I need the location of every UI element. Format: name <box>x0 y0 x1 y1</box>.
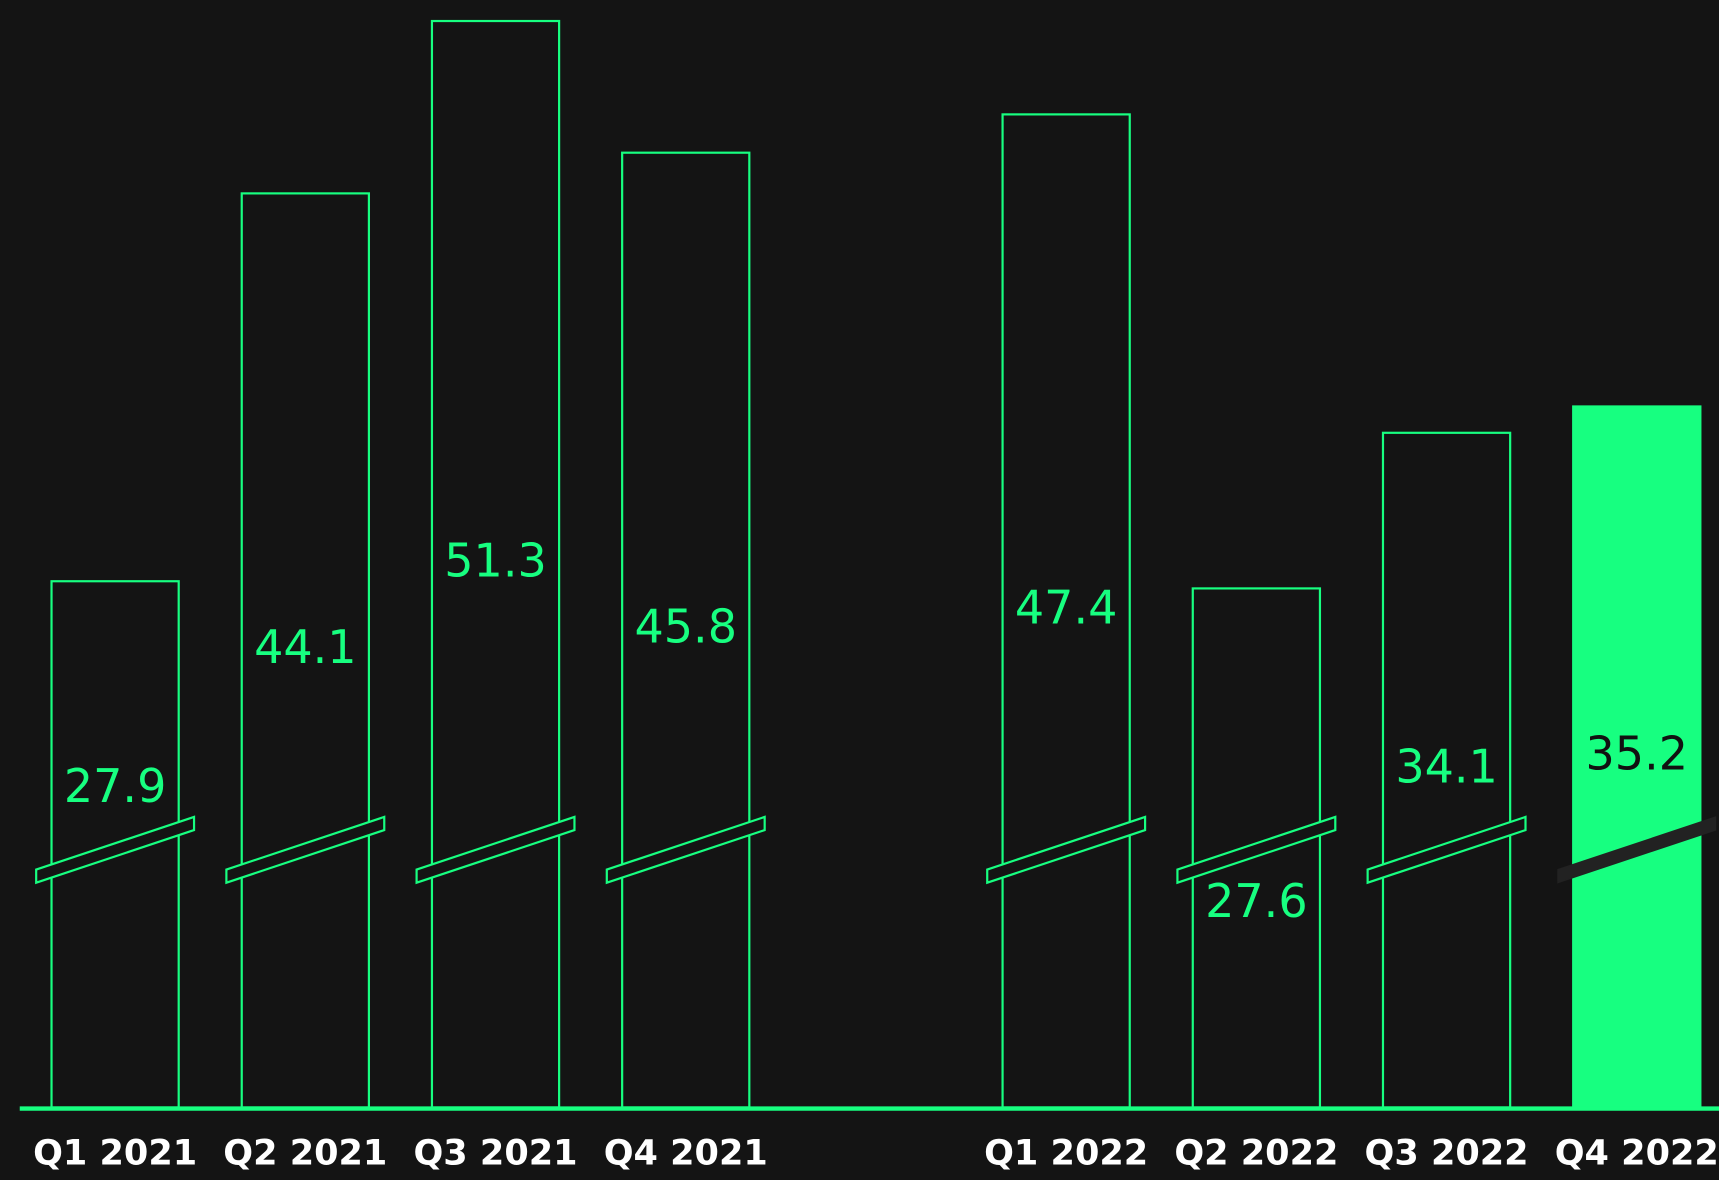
x-tick-label: Q1 2021 <box>33 1133 197 1174</box>
bar <box>1572 405 1702 1109</box>
axis-break <box>986 815 1147 885</box>
value-label: 47.4 <box>1015 580 1118 634</box>
axis-break <box>415 815 576 885</box>
value-label: 27.9 <box>64 759 166 813</box>
axis-break <box>1176 815 1337 885</box>
x-tick-label: Q3 2022 <box>1365 1133 1529 1174</box>
value-label: 44.1 <box>254 620 356 674</box>
axis-break <box>1366 815 1527 885</box>
value-label: 35.2 <box>1586 726 1689 780</box>
axis-break <box>1557 816 1717 884</box>
value-label: 45.8 <box>634 600 737 654</box>
x-tick-label: Q3 2021 <box>413 1133 577 1174</box>
axis-break <box>605 815 766 885</box>
x-tick-label: Q2 2022 <box>1174 1133 1338 1174</box>
x-tick-label: Q1 2022 <box>984 1133 1148 1174</box>
axis-break <box>225 815 386 885</box>
x-tick-label: Q2 2021 <box>223 1133 387 1174</box>
value-label: 34.1 <box>1395 740 1498 794</box>
axis-break <box>35 815 196 885</box>
value-label: 51.3 <box>444 534 547 588</box>
x-tick-label: Q4 2021 <box>604 1133 768 1174</box>
value-label: 27.6 <box>1205 874 1308 928</box>
x-tick-label: Q4 2022 <box>1555 1133 1719 1174</box>
